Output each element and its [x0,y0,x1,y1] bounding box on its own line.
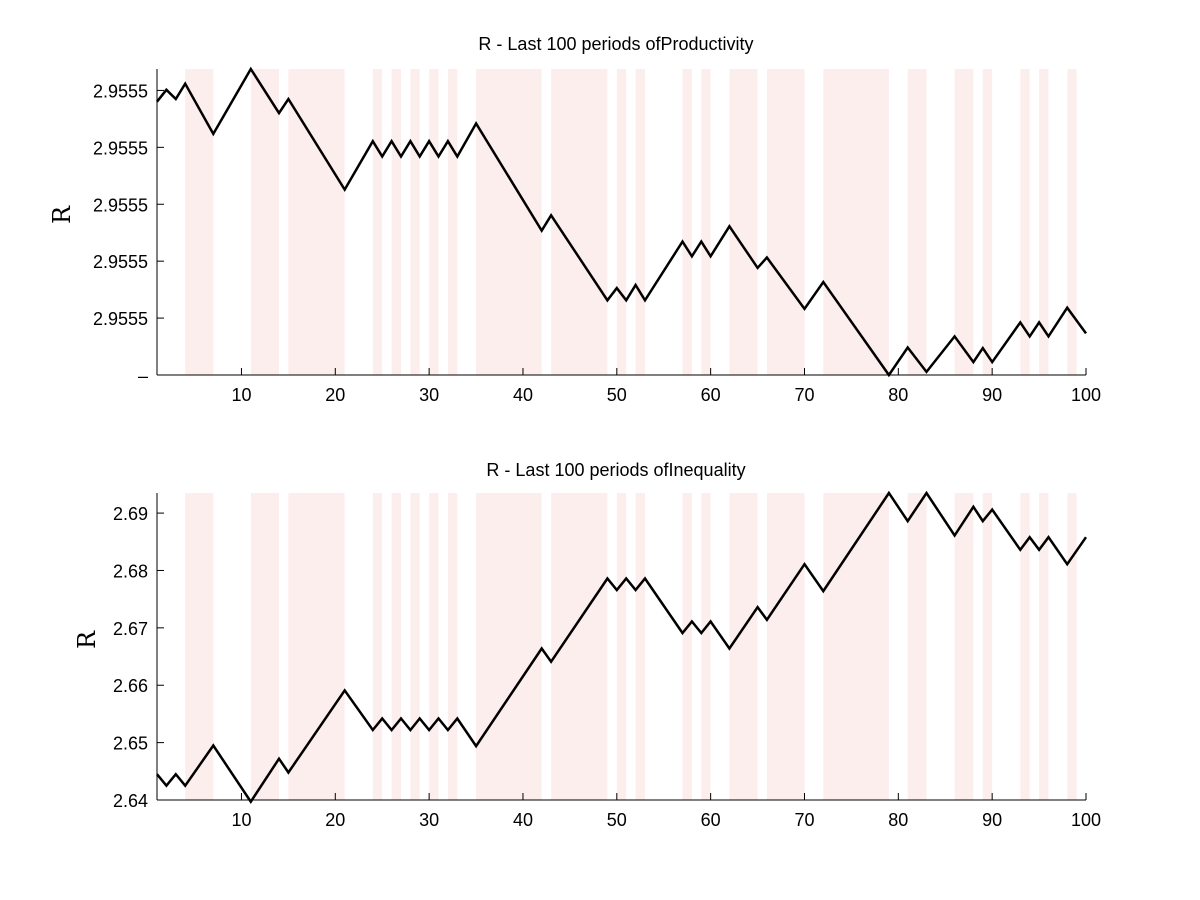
y-tick-label: 2.9555 [93,195,148,215]
shaded-period [551,493,608,800]
shaded-period [250,69,279,375]
shaded-period [185,493,214,800]
shaded-period [701,493,711,800]
shaded-period [823,69,889,375]
shaded-period [907,493,927,800]
shaded-period [616,493,627,800]
recession-shading [185,493,1077,800]
series-line-productivity [156,66,1088,378]
shaded-period [476,69,542,375]
x-tick-label: 100 [1071,385,1101,405]
shaded-period [410,69,420,375]
y-tick-label: 2.64 [113,791,148,811]
shaded-period [391,69,401,375]
shaded-period [1039,493,1049,800]
recession-shading [185,69,1077,375]
y-tick-label: 2.9555 [93,309,148,329]
x-tick-label: 20 [325,810,345,830]
shaded-period [954,69,974,375]
shaded-period [551,69,608,375]
shaded-period [729,493,758,800]
shaded-period [391,493,401,800]
x-tick-label: 40 [513,385,533,405]
shaded-period [616,69,627,375]
y-tick-label: 2.9555 [93,252,148,272]
chart-title: R - Last 100 periods ofProductivity [478,34,753,54]
shaded-period [1020,69,1030,375]
y-axis-ticks: – 2.9555 2.9555 2.9555 2.9555 2.9555 [93,81,164,386]
x-tick-label: 60 [701,385,721,405]
shaded-period [635,493,645,800]
x-tick-label: 10 [231,385,251,405]
x-tick-label: 70 [794,810,814,830]
shaded-period [682,493,692,800]
shaded-period [907,69,927,375]
shaded-period [766,69,805,375]
y-tick-label: 2.67 [113,619,148,639]
y-tick-label: 2.65 [113,734,148,754]
shaded-period [1067,69,1077,375]
x-tick-label: 50 [607,810,627,830]
y-axis-ticks: 2.64 2.65 2.66 2.67 2.68 2.69 [113,504,164,811]
shaded-period [288,493,345,800]
y-tick-label: – [138,366,148,386]
shaded-period [447,493,458,800]
x-tick-label: 90 [982,810,1002,830]
shaded-period [288,69,345,375]
x-tick-label: 80 [888,385,908,405]
chart-productivity: R - Last 100 periods ofProductivity R – 2… [48,34,1101,405]
shaded-period [766,493,805,800]
y-tick-label: 2.68 [113,561,148,581]
x-tick-label: 80 [888,810,908,830]
shaded-period [476,493,542,800]
x-tick-label: 30 [419,810,439,830]
shaded-period [410,493,420,800]
x-tick-label: 30 [419,385,439,405]
x-axis-ticks: 10 20 30 40 50 60 70 80 90 100 [231,793,1101,830]
shaded-period [250,493,279,800]
shaded-period [447,69,458,375]
shaded-period [982,69,993,375]
y-tick-label: 2.69 [113,504,148,524]
y-tick-label: 2.9555 [93,81,148,101]
x-tick-label: 70 [794,385,814,405]
x-tick-label: 90 [982,385,1002,405]
shaded-period [982,493,993,800]
shaded-period [635,69,645,375]
y-tick-label: 2.9555 [93,138,148,158]
x-tick-label: 60 [701,810,721,830]
x-tick-label: 100 [1071,810,1101,830]
shaded-period [1067,493,1077,800]
chart-inequality: R - Last 100 periods ofInequality R 2.64… [73,460,1101,830]
shaded-period [701,69,711,375]
shaded-period [954,493,974,800]
x-tick-label: 20 [325,385,345,405]
y-axis-label: R [73,630,101,649]
chart-title: R - Last 100 periods ofInequality [486,460,745,480]
x-tick-label: 40 [513,810,533,830]
shaded-period [185,69,214,375]
shaded-period [372,493,383,800]
series-line-inequality [156,490,1088,804]
shaded-period [429,493,439,800]
y-axis-label: R [48,205,76,224]
shaded-period [1039,69,1049,375]
shaded-period [682,69,692,375]
x-axis-ticks: 10 20 30 40 50 60 70 80 90 100 [231,368,1101,405]
shaded-period [429,69,439,375]
x-tick-label: 50 [607,385,627,405]
shaded-period [823,493,889,800]
y-tick-label: 2.66 [113,676,148,696]
shaded-period [372,69,383,375]
x-tick-label: 10 [231,810,251,830]
shaded-period [729,69,758,375]
shaded-period [1020,493,1030,800]
